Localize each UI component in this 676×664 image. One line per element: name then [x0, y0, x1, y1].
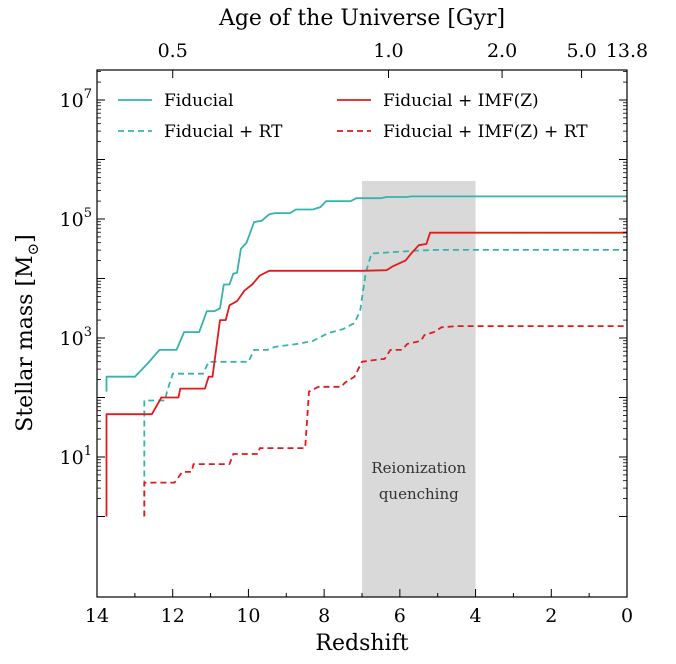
reionization-label-line2: quenching [379, 485, 459, 503]
series-line-4 [143, 325, 627, 517]
x-tick-label: 12 [161, 605, 185, 627]
legend-label-4: Fiducial + IMF(Z) + RT [383, 122, 588, 142]
y-axis-title: Stellar mass [M⊙] [13, 234, 42, 431]
y-tick-label: 105 [60, 206, 92, 231]
x-tick-label: 10 [236, 605, 260, 627]
top-tick-label: 13.8 [606, 40, 648, 62]
x-tick-label: 14 [85, 605, 109, 627]
top-tick-label: 0.5 [158, 40, 188, 62]
series-line-2 [143, 248, 627, 517]
tick-layer [96, 70, 628, 597]
x-tick-labels: 14 12 10 8 6 4 2 0 [85, 605, 633, 627]
y-tick-labels: 101 103 105 107 [60, 87, 92, 469]
top-tick-label: 1.0 [373, 40, 403, 62]
y-axis-title-close: ] [13, 234, 38, 243]
reionization-shaded-region [362, 180, 476, 598]
series-line-3 [105, 231, 627, 517]
y-axis-title-sun-symbol: ⊙ [24, 243, 42, 256]
top-axis-title: Age of the Universe [Gyr] [218, 6, 505, 31]
x-tick-label: 6 [394, 605, 406, 627]
legend-label-2: Fiducial + RT [164, 122, 283, 142]
x-tick-label: 2 [545, 605, 557, 627]
x-tick-label: 8 [318, 605, 330, 627]
x-tick-label: 0 [621, 605, 633, 627]
top-tick-label: 5.0 [566, 40, 596, 62]
top-tick-labels: 0.5 1.0 2.0 5.0 13.8 [158, 40, 649, 62]
y-axis-title-main: Stellar mass [M [13, 255, 38, 431]
y-tick-label: 107 [60, 87, 92, 112]
legend: Fiducial Fiducial + RT Fiducial + IMF(Z) Fi… [118, 91, 588, 142]
y-tick-label: 101 [60, 444, 92, 469]
series-layer [105, 195, 627, 517]
top-tick-label: 2.0 [487, 40, 517, 62]
x-axis-title: Redshift [315, 631, 408, 656]
x-tick-label: 4 [470, 605, 482, 627]
reionization-label-line1: Reionization [371, 459, 466, 477]
series-line-1 [105, 195, 627, 392]
legend-label-3: Fiducial + IMF(Z) [383, 91, 539, 111]
y-tick-label: 103 [60, 325, 92, 350]
legend-label-1: Fiducial [164, 91, 234, 111]
